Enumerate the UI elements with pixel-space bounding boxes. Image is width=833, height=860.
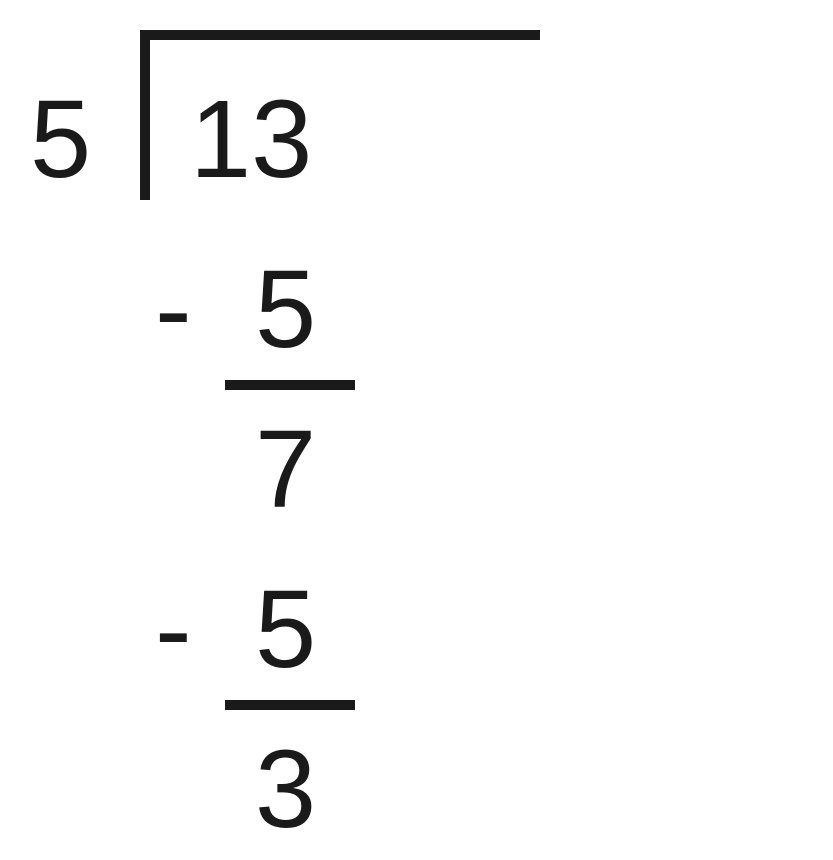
dividend: 13 <box>190 85 312 195</box>
minus-sign-1: - <box>155 255 192 365</box>
subtract-value-2: 5 <box>255 575 316 685</box>
subtract-value-1: 5 <box>255 255 316 365</box>
division-bracket-vertical <box>140 30 150 200</box>
minus-sign-2: - <box>155 575 192 685</box>
subtraction-line-1 <box>225 380 355 390</box>
divisor: 5 <box>30 85 91 195</box>
subtraction-line-2 <box>225 700 355 710</box>
division-bracket-horizontal <box>140 30 540 40</box>
result-1: 7 <box>255 415 316 525</box>
result-2: 3 <box>255 735 316 845</box>
long-division-diagram: 5 13 - 5 7 - 5 3 <box>0 0 833 860</box>
